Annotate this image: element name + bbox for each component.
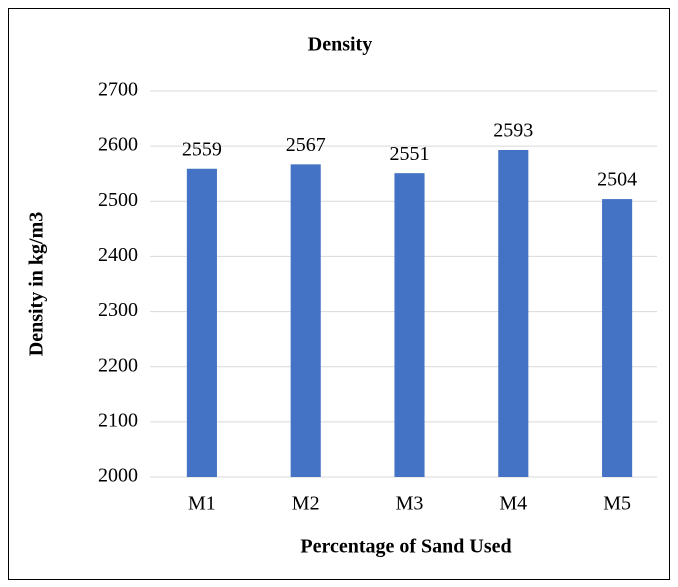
y-tick-label: 2500 [98, 189, 138, 211]
y-tick-label: 2100 [98, 409, 138, 431]
y-tick-label: 2600 [98, 134, 138, 156]
y-axis-label: Density in kg/m3 [26, 212, 48, 356]
bar [186, 168, 217, 477]
y-tick-label: 2400 [98, 244, 138, 266]
x-tick-label: M2 [292, 493, 320, 515]
x-tick-label: M3 [396, 493, 424, 515]
x-tick-label: M5 [603, 493, 631, 515]
data-label: 2559 [182, 138, 222, 160]
chart-title: Density [308, 34, 372, 56]
data-label: 2593 [493, 120, 533, 142]
y-tick-label: 2300 [98, 299, 138, 321]
data-label: 2504 [597, 169, 637, 191]
x-axis-label: Percentage of Sand Used [300, 536, 511, 558]
chart-border [8, 8, 670, 580]
y-tick-label: 2200 [98, 354, 138, 376]
data-label: 2551 [390, 143, 430, 165]
bar [394, 173, 425, 478]
x-tick-label: M1 [188, 493, 216, 515]
x-tick-label: M4 [499, 493, 527, 515]
data-label: 2567 [286, 134, 326, 156]
bar [290, 164, 321, 477]
y-tick-label: 2700 [98, 79, 138, 101]
y-tick-label: 2000 [98, 465, 138, 487]
bar [602, 199, 633, 477]
bar [498, 150, 529, 477]
